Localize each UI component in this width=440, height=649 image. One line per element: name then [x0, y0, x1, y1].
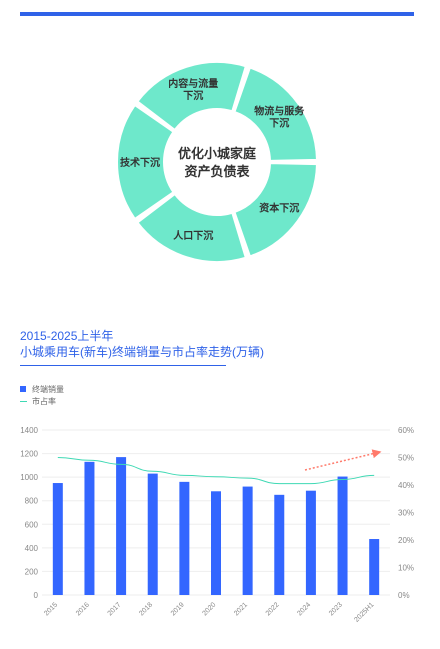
- top-accent-rule: [20, 12, 414, 16]
- cycle-segment: [233, 162, 318, 258]
- trend-arrow: [304, 449, 382, 471]
- y-left-tick-label: 200: [25, 567, 39, 576]
- cycle-segment-label: 人口下沉: [173, 229, 213, 242]
- x-tick-label: 2023: [328, 601, 344, 617]
- y-left-tick-label: 800: [25, 497, 39, 506]
- x-tick-label: 2016: [75, 601, 91, 617]
- y-left-tick-label: 1400: [20, 426, 38, 435]
- bar-sales: [211, 491, 221, 595]
- cycle-segment-label: 内容与流量: [168, 77, 218, 90]
- bar-sales: [52, 483, 63, 595]
- y-right-tick-label: 60%: [398, 426, 414, 435]
- x-tick-label: 2024: [296, 601, 312, 617]
- cycle-segment-label: 下沉: [269, 117, 289, 130]
- y-left-tick-label: 0: [34, 591, 39, 600]
- y-right-tick-label: 20%: [398, 536, 414, 545]
- y-left-tick-label: 400: [25, 544, 39, 553]
- bar-sales: [242, 486, 253, 595]
- cycle-segment-label: 资本下沉: [259, 201, 299, 214]
- y-right-tick-label: 50%: [398, 454, 414, 463]
- cycle-segment-label: 技术下沉: [120, 156, 160, 169]
- cycle-center-line2: 资产负债表: [184, 164, 250, 179]
- x-tick-label: 2021: [233, 601, 249, 617]
- x-tick-label: 2022: [265, 601, 281, 617]
- legend-label-sales: 终端销量: [32, 384, 64, 394]
- y-right-tick-label: 30%: [398, 509, 414, 518]
- legend-line-swatch: [20, 400, 27, 402]
- chart-title-rule: [20, 365, 226, 366]
- cycle-segment-label: 物流与服务: [254, 105, 305, 118]
- y-left-tick-label: 600: [25, 520, 39, 529]
- y-left-tick-label: 1000: [20, 473, 38, 482]
- cycle-center-line1: 优化小城家庭: [178, 146, 257, 161]
- line-share: [57, 457, 375, 485]
- y-right-tick-label: 10%: [398, 564, 414, 573]
- x-tick-label: 2025H1: [353, 601, 375, 623]
- bar-sales: [305, 490, 316, 595]
- bar-sales: [337, 476, 348, 595]
- x-tick-label: 2020: [201, 601, 217, 617]
- bar-sales: [179, 481, 190, 595]
- bar-sales: [84, 461, 95, 595]
- chart-legend: 终端销量 市占率: [20, 383, 64, 407]
- y-right-tick-label: 0%: [398, 591, 410, 600]
- y-right-tick-label: 40%: [398, 481, 414, 490]
- x-tick-label: 2015: [43, 601, 59, 617]
- bar-sales: [116, 457, 127, 595]
- y-left-tick-label: 1200: [20, 450, 38, 459]
- legend-bar-swatch: [20, 386, 26, 392]
- cycle-segment-label: 下沉: [183, 89, 203, 102]
- cycle-center-circle: [170, 115, 264, 209]
- cycle-segment: [135, 61, 248, 132]
- bar-sales: [369, 539, 380, 595]
- x-tick-label: 2017: [107, 601, 123, 617]
- cycle-segment: [116, 103, 175, 221]
- legend-item-share: 市占率: [20, 395, 64, 407]
- legend-label-share: 市占率: [32, 396, 56, 406]
- x-tick-label: 2018: [138, 601, 154, 617]
- cycle-segment: [135, 192, 248, 263]
- x-tick-label: 2019: [170, 601, 186, 617]
- legend-item-sales: 终端销量: [20, 383, 64, 395]
- bar-sales: [147, 473, 158, 595]
- bar-sales: [274, 494, 285, 595]
- chart-title-line1: 2015-2025上半年: [20, 329, 114, 343]
- chart-title-line2: 小城乘用车(新车)终端销量与市占率走势(万辆): [20, 345, 264, 359]
- sales-share-chart: 0 200 400 600 800 1000 1200 1400 0% 10% 20% 30% 40% 5…: [20, 426, 414, 624]
- cycle-segment: [233, 66, 318, 162]
